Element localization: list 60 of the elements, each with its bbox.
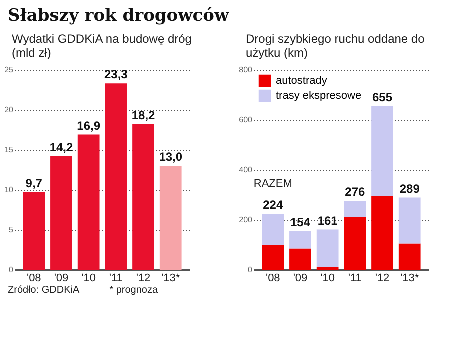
bar [372, 196, 394, 270]
data-label: 18,2 [132, 108, 156, 122]
bar [344, 201, 366, 218]
bar [262, 245, 284, 270]
x-tick-label: '12 [136, 272, 151, 284]
x-tick-label: '12 [375, 272, 390, 284]
data-label: 9,7 [26, 176, 43, 190]
y-tick-label: 10 [4, 186, 14, 194]
text: Źródło: GDDKiA [8, 285, 80, 296]
annotation: RAZEM [254, 178, 292, 190]
x-tick-label: '10 [320, 272, 335, 284]
bar [23, 192, 46, 270]
bar [105, 84, 128, 270]
y-tick-label: 400 [239, 166, 254, 174]
chart-subtitle: Wydatki GDDKiA na budowę dróg (mld zł) [11, 31, 193, 62]
y-tick-label: 20 [4, 106, 14, 114]
bar [372, 106, 394, 196]
bar [262, 214, 284, 245]
total-label: 154 [290, 216, 311, 230]
text: * prognoza [110, 285, 158, 296]
bar [290, 248, 312, 270]
total-label: 224 [263, 198, 284, 212]
y-tick-label: 15 [4, 146, 14, 154]
bar [290, 232, 312, 249]
y-tick-label: 800 [239, 66, 254, 74]
y-tick-label: 5 [9, 226, 14, 234]
chart-title: Słabszy rok drogowców [7, 5, 230, 28]
bar [50, 156, 72, 270]
y-tick-label: 25 [4, 66, 14, 74]
x-tick-label: '13* [162, 272, 181, 284]
data-label: 13,0 [159, 150, 183, 164]
x-tick-label: '09 [293, 272, 308, 284]
bar [132, 124, 154, 270]
y-tick-label: 0 [248, 266, 254, 274]
y-tick-label: 200 [239, 216, 254, 224]
data-label: 23,3 [104, 68, 128, 82]
x-tick-label: '08 [26, 272, 42, 284]
x-tick-label: '08 [266, 272, 280, 284]
total-label: 655 [372, 90, 393, 104]
total-label: 161 [318, 214, 338, 228]
bar [78, 134, 100, 270]
data-label: 14,2 [50, 140, 74, 154]
bar [398, 198, 421, 244]
legend-label: autostrady [276, 75, 328, 87]
x-tick-label: '13* [400, 272, 420, 284]
chart-title: Drogi szybkiego ruchu oddane do użytku (km) [245, 31, 426, 62]
bar [316, 230, 339, 268]
total-label: 276 [345, 185, 366, 199]
x-tick-label: '09 [54, 272, 69, 284]
bar [344, 218, 366, 270]
y-tick-label: 0 [9, 266, 14, 274]
x-tick-label: '11 [348, 272, 362, 284]
total-label: 289 [400, 182, 420, 196]
data-label: 16,9 [77, 118, 101, 133]
legend-label: trasy ekspresowe [276, 90, 362, 102]
bar [398, 244, 421, 270]
bar [160, 166, 182, 270]
x-tick-label: '10 [82, 272, 96, 284]
y-tick-label: 600 [239, 116, 254, 124]
x-tick-label: '11 [109, 272, 123, 284]
